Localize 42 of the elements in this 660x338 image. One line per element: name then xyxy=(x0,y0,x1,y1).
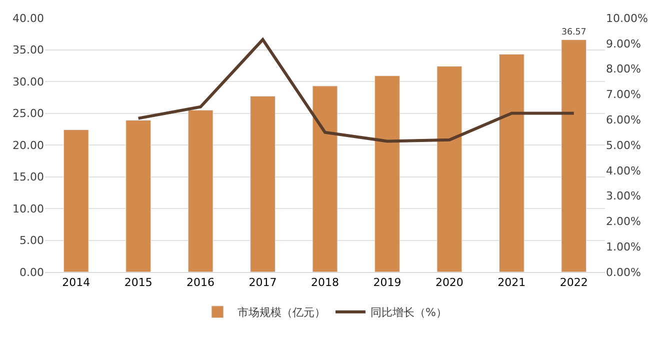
y2-tick-label: 4.00% xyxy=(606,164,641,178)
bar xyxy=(312,86,338,272)
x-tick-label: 2018 xyxy=(311,276,339,290)
y-tick-label: 30.00 xyxy=(12,75,44,88)
y-tick-label: 20.00 xyxy=(12,138,44,152)
x-tick-label: 2022 xyxy=(560,276,588,290)
bar xyxy=(250,96,276,272)
y-tick-label: 0.00 xyxy=(20,266,44,279)
y2-tick-label: 8.00% xyxy=(606,62,641,76)
legend-label: 同比增长（%） xyxy=(370,306,447,320)
y2-tick-label: 6.00% xyxy=(606,113,641,126)
y2-tick-label: 0.00% xyxy=(606,266,641,279)
y2-tick-label: 1.00% xyxy=(606,240,641,254)
line-series xyxy=(136,38,576,143)
data-label: 36.57 xyxy=(561,27,586,38)
y-tick-label: 40.00 xyxy=(12,12,44,25)
y2-tick-label: 7.00% xyxy=(606,88,641,102)
bar xyxy=(436,66,462,272)
y-tick-label: 35.00 xyxy=(12,44,44,57)
bar xyxy=(188,110,214,272)
y2-tick-label: 3.00% xyxy=(606,190,641,203)
y-tick-label: 10.00 xyxy=(12,202,44,216)
x-tick-label: 2016 xyxy=(186,276,215,290)
legend-label: 市场规模（亿元） xyxy=(238,306,326,320)
y2-tick-label: 2.00% xyxy=(606,215,641,228)
x-tick-label: 2021 xyxy=(498,276,526,290)
x-tick-label: 2019 xyxy=(373,276,402,290)
x-tick-label: 2014 xyxy=(62,276,90,290)
bar xyxy=(561,40,587,272)
x-tick-label: 2017 xyxy=(248,276,277,290)
bar xyxy=(126,120,152,272)
y2-tick-label: 10.00% xyxy=(606,12,648,25)
bar xyxy=(63,130,89,272)
y2-tick-label: 9.00% xyxy=(606,37,641,50)
bar xyxy=(498,54,524,272)
x-tick-label: 2015 xyxy=(124,276,152,290)
y2-tick-label: 5.00% xyxy=(606,138,641,152)
bar xyxy=(374,76,400,272)
x-tick-label: 2020 xyxy=(435,276,464,290)
y-tick-label: 25.00 xyxy=(12,107,44,120)
y-tick-label: 5.00 xyxy=(20,234,44,248)
y-tick-label: 15.00 xyxy=(12,170,44,184)
